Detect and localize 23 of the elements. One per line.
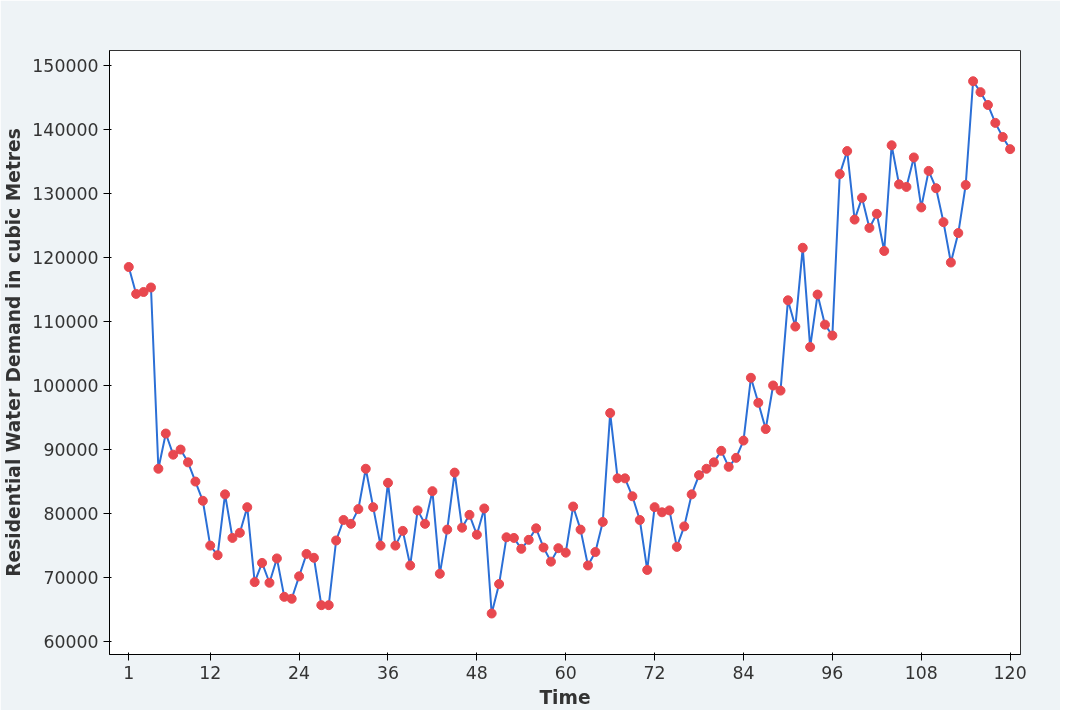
- x-tick-label: 1: [123, 662, 135, 683]
- x-tick-label: 120: [993, 662, 1027, 683]
- y-tick-label: 90000: [43, 440, 99, 461]
- y-tick-label: 70000: [43, 568, 99, 589]
- y-axis-title: Residential Water Demand in cubic Metres: [3, 128, 25, 577]
- y-tick-label: 120000: [32, 247, 99, 268]
- y-tick-label: 60000: [43, 632, 99, 653]
- y-tick-label: 130000: [32, 183, 99, 204]
- x-tick-label: 96: [821, 662, 844, 683]
- y-tick-label: 150000: [32, 55, 99, 76]
- x-tick-label: 48: [465, 662, 488, 683]
- x-tick-label: 108: [904, 662, 938, 683]
- y-tick-label: 100000: [32, 375, 99, 396]
- y-tick-label: 140000: [32, 119, 99, 140]
- x-tick-label: 84: [732, 662, 755, 683]
- x-tick-label: 36: [376, 662, 400, 683]
- y-tick-label: 80000: [43, 504, 99, 525]
- y-tick-label: 110000: [32, 311, 99, 332]
- x-axis-title: Time: [539, 686, 591, 708]
- x-tick-label: 60: [554, 662, 577, 683]
- x-tick-label: 72: [643, 662, 666, 683]
- x-tick-label: 12: [199, 662, 222, 683]
- x-tick-label: 24: [288, 662, 311, 683]
